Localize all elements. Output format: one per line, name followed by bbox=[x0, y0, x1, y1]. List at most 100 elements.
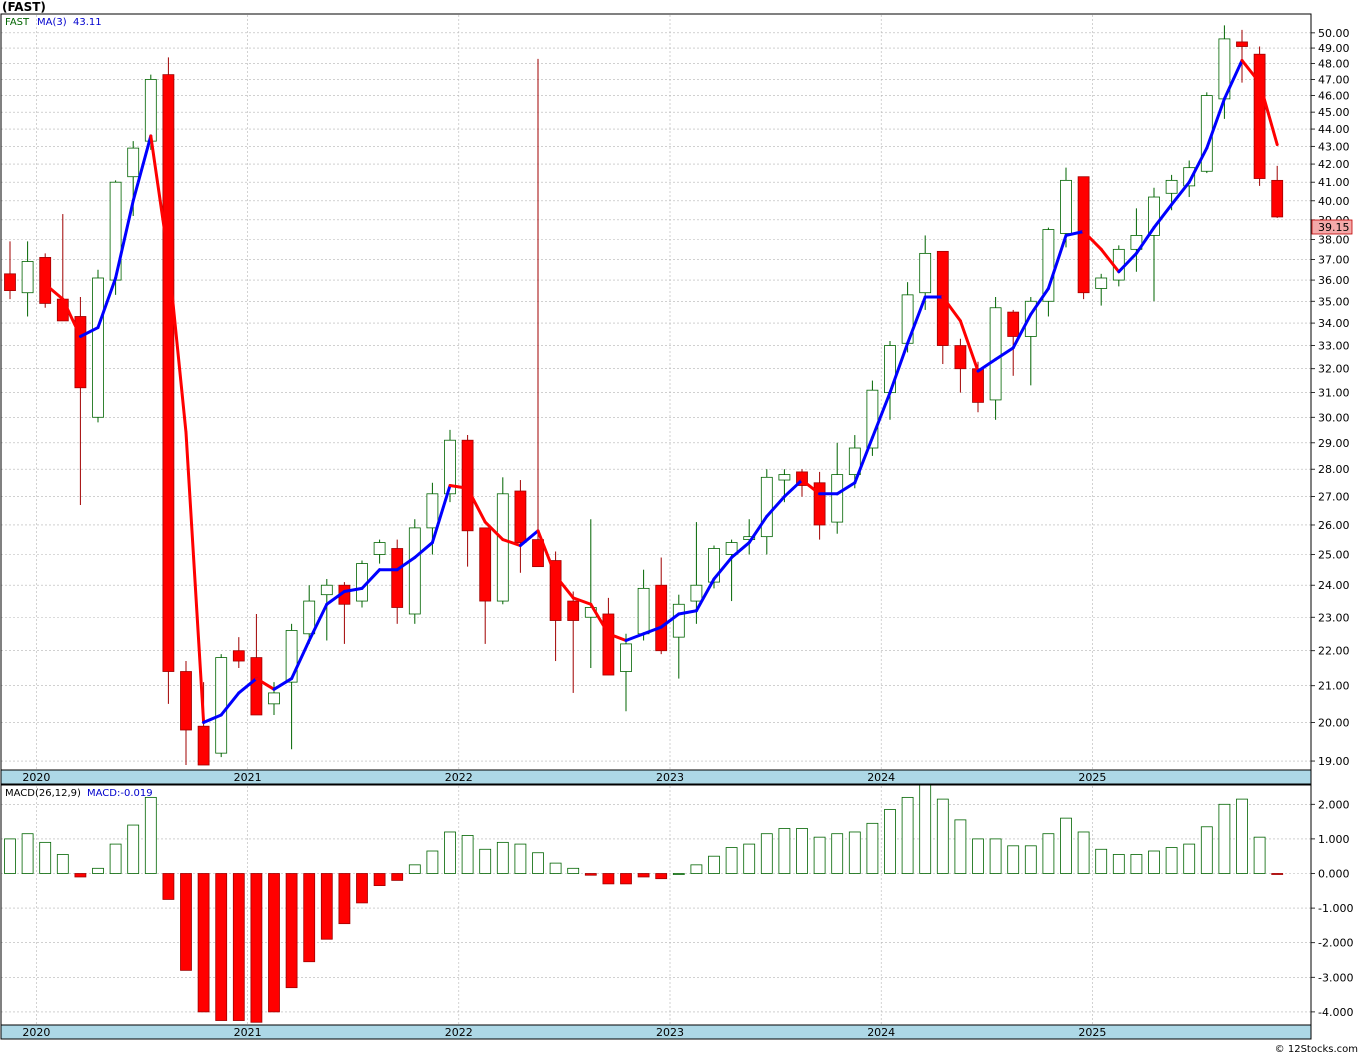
candle-body bbox=[567, 600, 580, 621]
macd-tick-label: -2.000 bbox=[1318, 937, 1353, 950]
macd-bar bbox=[532, 852, 544, 874]
macd-tick-label: 0.000 bbox=[1318, 867, 1350, 880]
candle-body bbox=[461, 439, 474, 532]
macd-bar bbox=[127, 824, 140, 874]
candle bbox=[232, 637, 245, 669]
macd-bar bbox=[479, 848, 492, 874]
ma-segment bbox=[906, 295, 927, 345]
macd-bar bbox=[584, 873, 597, 876]
price-tick-label: 50.00 bbox=[1318, 27, 1350, 40]
candle bbox=[1095, 273, 1108, 306]
macd-bar bbox=[338, 873, 351, 925]
macd-bar bbox=[144, 796, 157, 874]
macd-bar bbox=[884, 809, 896, 874]
candle bbox=[1236, 29, 1248, 83]
year-label: 2020 bbox=[22, 1026, 50, 1039]
macd-bar bbox=[1218, 803, 1231, 874]
candle-body bbox=[92, 277, 104, 418]
ma-segment bbox=[395, 556, 417, 572]
candle bbox=[373, 539, 386, 564]
ma-segment bbox=[694, 577, 716, 613]
price-tick-label: 31.00 bbox=[1318, 387, 1350, 400]
candle-body bbox=[1236, 41, 1248, 47]
candle bbox=[444, 429, 456, 503]
candle-body bbox=[1130, 235, 1143, 250]
candle-body bbox=[162, 74, 175, 672]
ma-segment bbox=[1117, 251, 1138, 274]
candle bbox=[4, 241, 16, 300]
candle-body bbox=[1095, 277, 1108, 289]
ma-segment bbox=[501, 538, 522, 548]
candle bbox=[813, 471, 826, 540]
ma-segment bbox=[870, 391, 892, 440]
candle-body bbox=[1077, 176, 1090, 294]
price-tick-label: 37.00 bbox=[1318, 253, 1350, 266]
candle-body bbox=[268, 692, 280, 705]
candle bbox=[1042, 227, 1055, 317]
ma-segment bbox=[78, 326, 100, 338]
candle bbox=[39, 253, 52, 308]
ma-segment bbox=[941, 295, 962, 323]
macd-tick-label: 2.000 bbox=[1318, 798, 1350, 811]
macd-tick-label: 1.000 bbox=[1318, 833, 1350, 846]
macd-bar bbox=[4, 838, 16, 874]
candle bbox=[461, 435, 474, 567]
ma-segment bbox=[571, 596, 593, 606]
candle bbox=[1253, 46, 1266, 186]
ma-segment bbox=[730, 541, 751, 560]
macd-bar bbox=[303, 873, 316, 963]
candle bbox=[21, 241, 34, 317]
macd-bar bbox=[1148, 850, 1160, 874]
macd-axis: 2.000 1.000 0.000 -1.000 -2.000 -3.000 -4.000 bbox=[1311, 798, 1353, 1019]
macd-bar bbox=[1112, 854, 1125, 874]
ma-segment bbox=[149, 134, 170, 259]
ma-segment bbox=[114, 199, 135, 280]
candle-body bbox=[232, 650, 245, 662]
price-tick-label: 49.00 bbox=[1318, 42, 1350, 55]
candle bbox=[1200, 92, 1213, 174]
candle-body bbox=[479, 527, 492, 602]
candle bbox=[690, 522, 703, 624]
macd-bar bbox=[901, 796, 914, 874]
candle bbox=[162, 57, 175, 704]
candle-body bbox=[408, 527, 421, 615]
price-tick-label: 33.00 bbox=[1318, 340, 1350, 353]
candle-body bbox=[866, 389, 879, 449]
price-tick-label: 48.00 bbox=[1318, 58, 1350, 71]
price-tick-label: 42.00 bbox=[1318, 158, 1350, 171]
ma-segment bbox=[1064, 230, 1086, 237]
ma-segment bbox=[659, 612, 681, 629]
candle bbox=[831, 442, 844, 534]
last-price-tag-box bbox=[1311, 219, 1353, 235]
year-label: 2021 bbox=[234, 1026, 262, 1039]
macd-bar bbox=[567, 867, 580, 874]
ma-segment bbox=[96, 276, 118, 330]
ma-segment bbox=[202, 713, 223, 724]
price-year-axis-band bbox=[0, 769, 1312, 785]
candle-body bbox=[778, 474, 791, 481]
macd-bar bbox=[1253, 836, 1266, 874]
ma-segment bbox=[466, 486, 487, 524]
candle-body bbox=[708, 548, 720, 583]
macd-bar bbox=[655, 873, 668, 880]
price-tick-label: 19.00 bbox=[1318, 755, 1350, 768]
ma-segment bbox=[1170, 180, 1191, 207]
chart-title: (FAST) bbox=[2, 0, 46, 14]
candle-body bbox=[602, 613, 615, 676]
macd-bar bbox=[232, 873, 245, 1021]
candle-body bbox=[215, 657, 228, 754]
ma-segment bbox=[712, 556, 734, 581]
candle bbox=[1183, 160, 1196, 198]
candle-body bbox=[144, 79, 157, 142]
macd-bar bbox=[356, 873, 368, 904]
ma-segment bbox=[1011, 312, 1033, 350]
candle bbox=[479, 527, 492, 644]
candle-body bbox=[303, 600, 316, 635]
candle bbox=[215, 654, 228, 758]
candle-body bbox=[831, 474, 844, 523]
macd-bar bbox=[426, 850, 439, 874]
candle bbox=[532, 58, 544, 568]
candle-body bbox=[180, 671, 192, 731]
macd-bar bbox=[197, 873, 210, 1013]
